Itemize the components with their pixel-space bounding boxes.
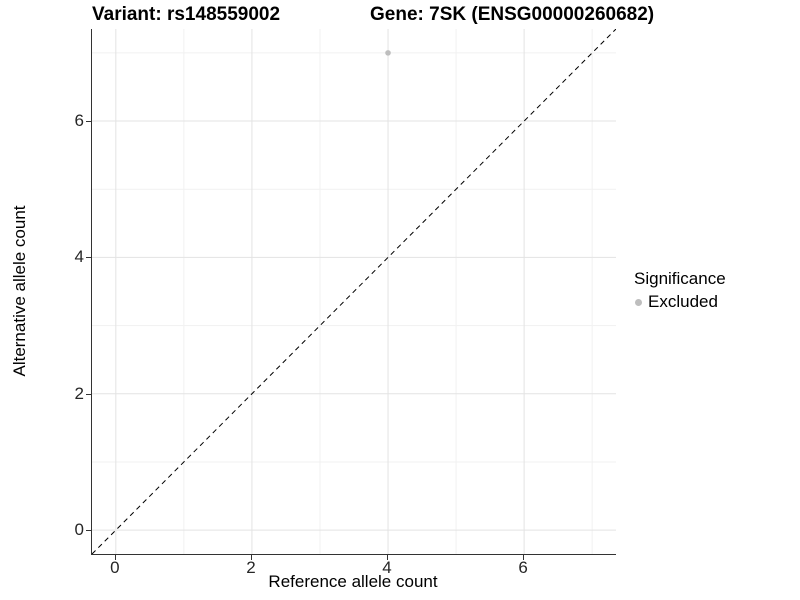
x-tick-mark	[523, 555, 525, 560]
y-tick-label: 2	[74, 383, 84, 403]
y-tick-mark	[86, 257, 91, 259]
variant-title: Variant: rs148559002	[92, 4, 281, 25]
x-tick-mark	[114, 555, 116, 560]
x-axis-title: Reference allele count	[268, 572, 438, 591]
x-tick-mark	[250, 555, 252, 560]
y-tick-label: 4	[74, 247, 84, 267]
y-tick-mark	[86, 530, 91, 532]
legend-item-excluded: Excluded	[630, 292, 726, 312]
legend-item-label: Excluded	[648, 292, 718, 311]
x-tick-label: 0	[110, 558, 120, 577]
legend: Significance Excluded	[630, 269, 726, 312]
plot-area	[92, 29, 616, 554]
y-tick-mark	[86, 393, 91, 395]
y-tick-mark	[86, 121, 91, 123]
excluded-point-icon	[635, 298, 642, 306]
legend-title: Significance	[634, 269, 726, 288]
x-tick-label: 4	[382, 558, 392, 577]
x-tick-mark	[387, 555, 389, 560]
x-tick-label: 2	[246, 558, 256, 577]
plot-panel	[91, 29, 616, 555]
x-tick-label: 6	[518, 558, 528, 577]
gene-title: Gene: 7SK (ENSG00000260682)	[370, 4, 655, 25]
y-axis-title: Alternative allele count	[10, 205, 29, 377]
y-tick-label: 0	[74, 520, 84, 540]
y-tick-label: 6	[74, 111, 84, 131]
